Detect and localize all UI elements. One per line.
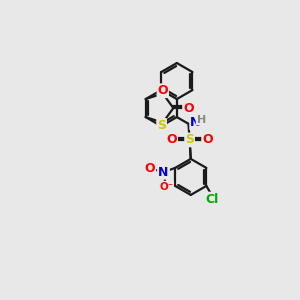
Text: O: O	[183, 102, 194, 115]
Text: N: N	[158, 166, 168, 178]
Text: O⁻: O⁻	[159, 182, 173, 192]
Text: O: O	[158, 84, 168, 97]
Text: Cl: Cl	[206, 193, 219, 206]
Text: S: S	[157, 119, 166, 132]
Text: O: O	[145, 162, 155, 175]
Text: N: N	[159, 166, 169, 178]
Text: H: H	[196, 115, 206, 124]
Text: O: O	[202, 133, 213, 146]
Text: S: S	[185, 134, 194, 146]
Text: N: N	[190, 116, 201, 129]
Text: O: O	[167, 133, 177, 146]
